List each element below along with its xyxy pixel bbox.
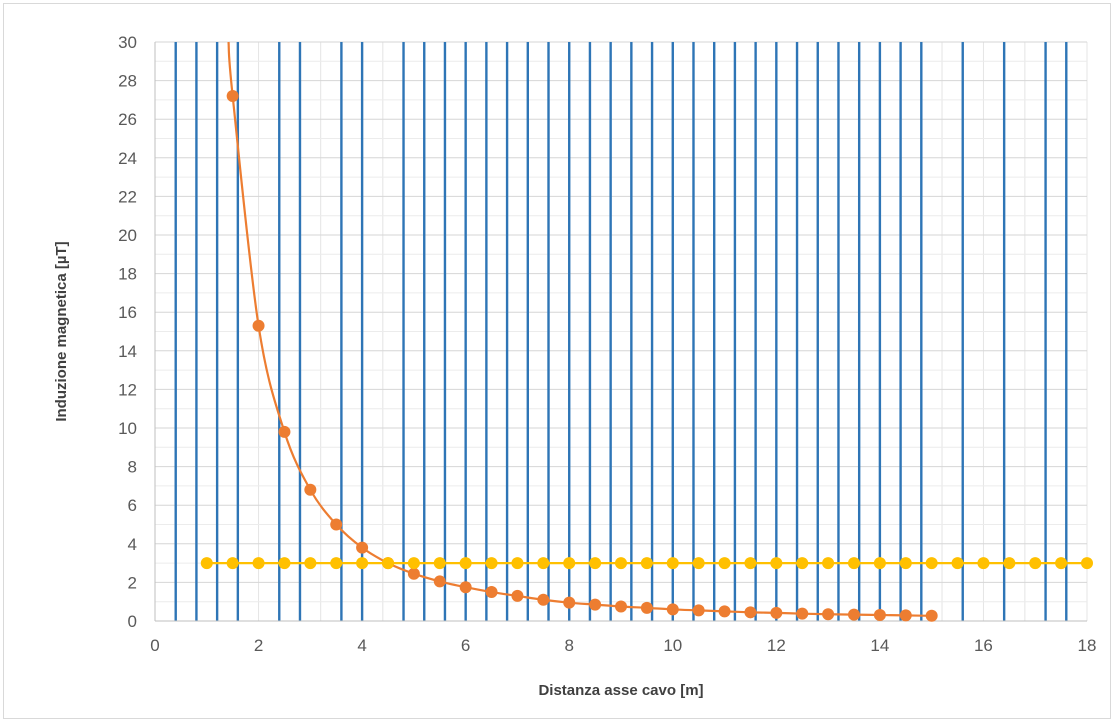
data-point [744,606,757,619]
data-point [589,557,602,570]
data-point [718,605,731,618]
data-point [666,557,679,570]
data-point [718,557,731,570]
data-point [226,557,239,570]
data-point [563,557,576,570]
data-point [589,598,602,611]
x-axis-title: Distanza asse cavo [m] [538,682,703,699]
data-point [356,557,369,570]
y-tick-label: 8 [128,458,137,477]
data-point [1003,557,1016,570]
data-point [925,609,938,622]
x-tick-label: 0 [150,636,159,655]
data-point [1029,557,1042,570]
x-tick-label: 16 [974,636,993,655]
x-tick-label: 2 [254,636,263,655]
data-point [640,557,653,570]
y-tick-label: 18 [118,265,137,284]
series-layer [200,41,1093,622]
y-tick-label: 2 [128,573,137,592]
data-point [666,603,679,616]
data-point [822,608,835,621]
data-point [848,557,860,570]
data-point [796,607,809,620]
data-point [433,575,446,588]
data-point [977,557,990,570]
data-point [330,518,343,531]
data-point [796,557,809,570]
y-tick-label: 26 [118,110,137,129]
data-point [899,609,912,622]
data-point [951,557,964,570]
data-point [692,604,705,617]
data-point [407,567,420,580]
data-point [226,90,239,103]
data-point [873,557,886,570]
data-point [770,606,783,619]
data-point [615,557,627,570]
data-point [459,557,472,570]
data-point [511,557,524,570]
data-point [356,541,369,554]
data-point [770,557,783,570]
data-point [1081,557,1093,570]
y-tick-label: 16 [118,303,137,322]
data-point [382,557,394,570]
data-point [640,601,653,614]
data-point [407,557,420,570]
y-tick-label: 20 [118,226,137,245]
x-tick-label: 10 [663,636,682,655]
x-tick-label: 18 [1078,636,1097,655]
y-tick-label: 0 [128,612,137,631]
data-point [563,596,576,609]
x-tick-label: 14 [870,636,889,655]
data-point [459,581,472,594]
data-point [848,608,860,621]
data-point [252,557,265,570]
data-point [511,589,524,602]
data-point [252,319,265,332]
blue-vertical-lines [174,42,1068,621]
data-point [278,425,291,438]
y-axis-title: Induzione magnetica [µT] [53,241,70,421]
y-tick-label: 6 [128,496,137,515]
data-point [537,593,550,606]
data-point [1055,557,1068,570]
data-point [822,557,835,570]
data-point [278,557,291,570]
data-point [304,557,317,570]
tick-labels: 0 2 4 6 8 10 12 14 16 180246810121416182022242628… [118,33,1096,655]
data-point [537,557,550,570]
chart-frame: 0 2 4 6 8 10 12 14 16 18 0 2 4 6 8 10 12 14 16 18 20 22 24 26 28… [3,3,1111,719]
y-tick-label: 12 [118,380,137,399]
data-point [744,557,757,570]
y-tick-label: 10 [118,419,137,438]
data-point [615,600,627,613]
data-point [485,557,498,570]
y-tick-label: 22 [118,187,137,206]
series-1 [226,41,938,622]
data-point [485,586,498,599]
data-point [200,557,213,570]
data-point [925,557,938,570]
data-point [692,557,705,570]
data-point [873,609,886,622]
y-tick-label: 4 [128,535,137,554]
y-tick-label: 28 [118,72,137,91]
series-2 [200,557,1093,570]
y-tick-label: 24 [118,149,137,168]
data-point [304,483,317,496]
x-tick-label: 8 [564,636,573,655]
data-point [433,557,446,570]
x-tick-label: 12 [767,636,786,655]
gridlines [155,41,1088,621]
data-point [330,557,343,570]
chart-svg: 0 2 4 6 8 10 12 14 16 180246810121416182022242628… [53,33,1096,699]
x-tick-label: 6 [461,636,470,655]
x-tick-label: 4 [357,636,366,655]
y-tick-label: 30 [118,33,137,52]
y-tick-label: 14 [118,342,137,361]
data-point [899,557,912,570]
